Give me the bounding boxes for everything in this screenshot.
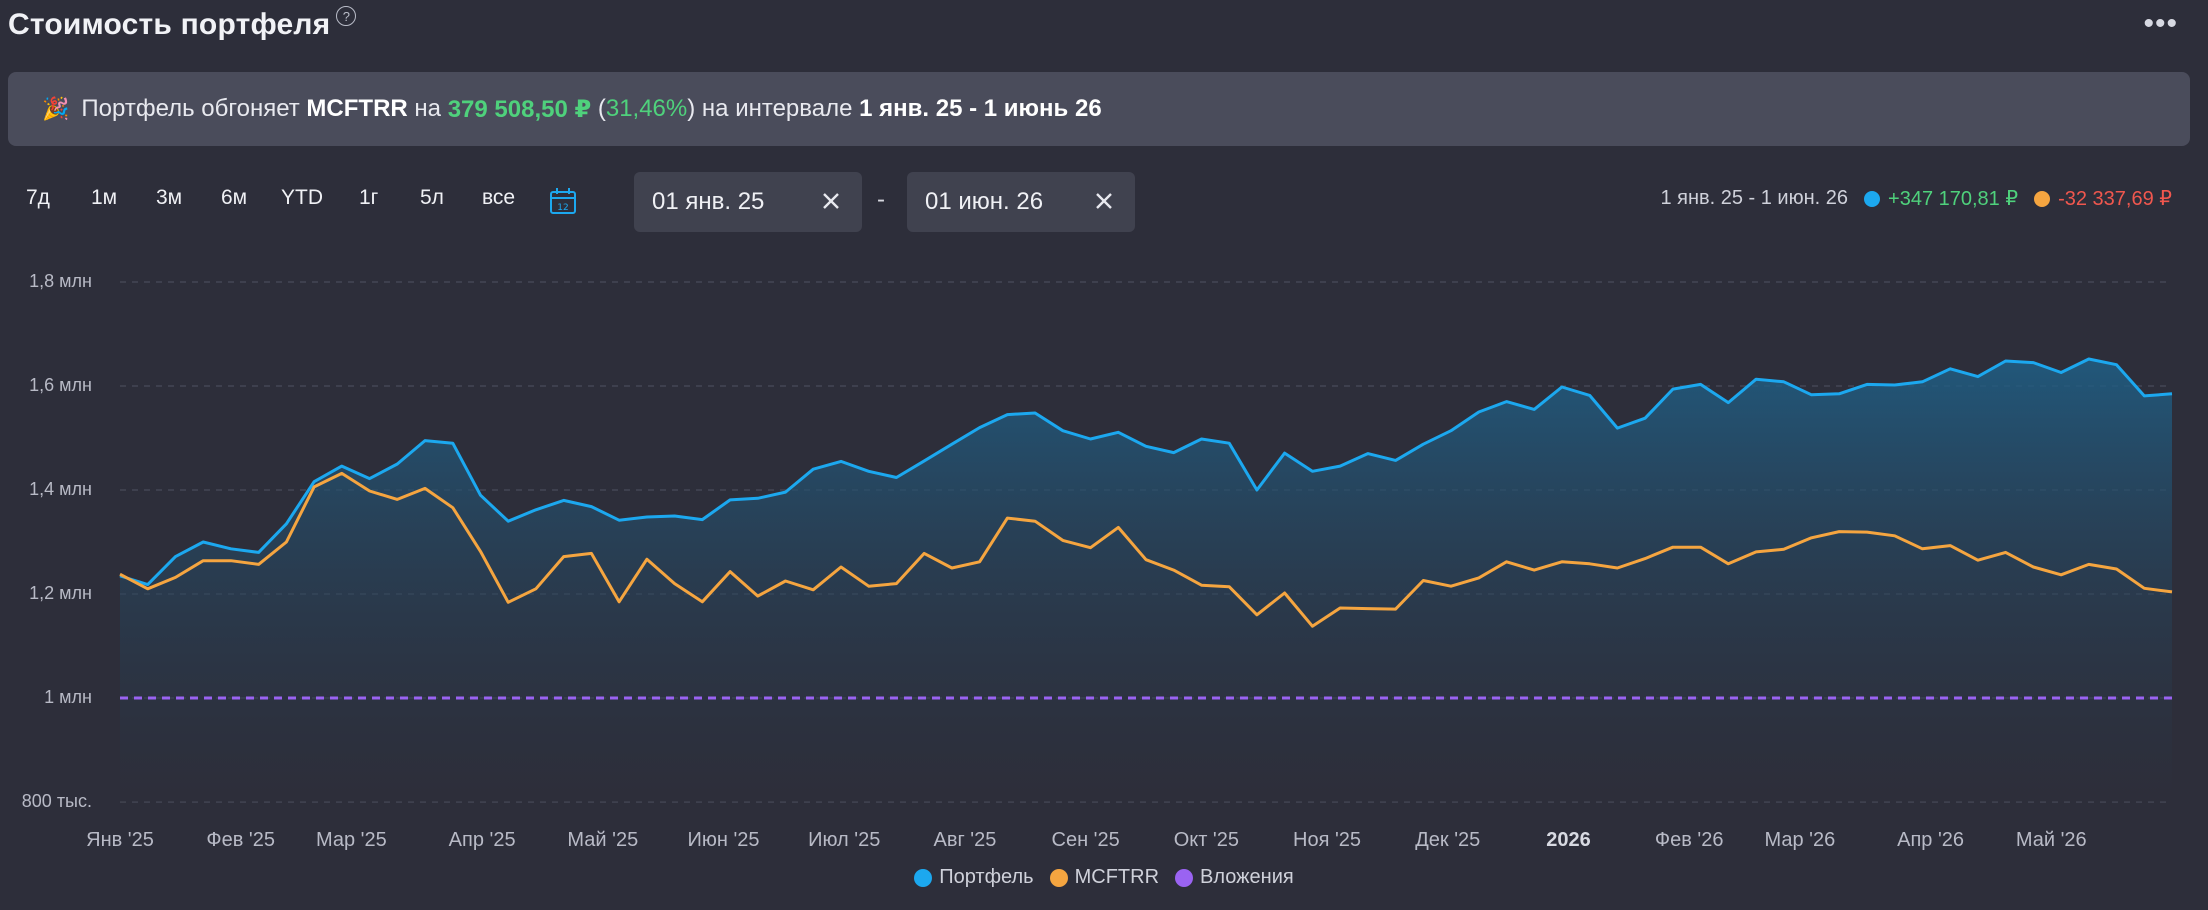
range-5y-button[interactable]: 5л [420, 186, 444, 209]
x-tick-label: Май '25 [567, 829, 638, 851]
banner-text-on: на [414, 95, 442, 122]
range-1m-button[interactable]: 1м [91, 186, 118, 209]
x-tick-label: Фев '26 [1655, 829, 1724, 851]
period-summary: 1 янв. 25 - 1 июн. 26 +347 170,81 ₽ -32 … [1660, 186, 2172, 211]
legend-contributions-dot-icon [1175, 868, 1194, 887]
y-tick-label: 1,8 млн [29, 271, 92, 291]
range-1y-button[interactable]: 1г [359, 186, 379, 209]
legend-benchmark-dot-icon [1049, 868, 1068, 887]
legend-benchmark-label: MCFTRR [1074, 866, 1160, 888]
x-tick-label: 2026 [1546, 829, 1591, 851]
x-tick-label: Мар '26 [1764, 829, 1835, 851]
x-tick-label: Май '26 [2016, 829, 2087, 851]
summary-period: 1 янв. 25 - 1 июн. 26 [1660, 187, 1849, 209]
x-tick-label: Янв '25 [86, 829, 154, 851]
x-tick-label: Мар '25 [316, 829, 387, 851]
page-title: Стоимость портфеля [8, 8, 331, 41]
range-all-button[interactable]: все [482, 186, 516, 209]
clear-date-from-icon[interactable] [816, 186, 846, 216]
y-tick-label: 1,6 млн [29, 375, 92, 395]
date-to-field[interactable]: 01 июн. 26 [907, 172, 1135, 232]
benchmark-line [119, 471, 2173, 628]
banner-text-interval: на интервале [701, 95, 853, 122]
clear-date-to-icon[interactable] [1089, 186, 1119, 216]
calendar-icon[interactable]: 12 [548, 186, 578, 216]
portfolio-dot-icon [1864, 190, 1881, 207]
legend-portfolio-label: Портфель [939, 866, 1034, 888]
banner-paren-close: ) [687, 95, 696, 122]
help-icon[interactable]: ? [336, 6, 357, 26]
banner-benchmark: MCFTRR [306, 95, 408, 122]
svg-text:12: 12 [557, 203, 568, 213]
summary-portfolio-change: +347 170,81 ₽ [1888, 188, 2019, 210]
range-controls: 7д 1м 3м 6м YTD 1г 5л все 12 01 янв. 25 … [0, 172, 2208, 232]
x-tick-label: Окт '25 [1174, 829, 1239, 851]
portfolio-line [119, 357, 2173, 587]
range-6m-button[interactable]: 6м [221, 186, 248, 209]
date-from-value: 01 янв. 25 [652, 188, 765, 215]
date-to-value: 01 июн. 26 [925, 188, 1044, 215]
x-tick-label: Апр '26 [1897, 829, 1964, 851]
range-7d-button[interactable]: 7д [26, 186, 50, 209]
range-3m-button[interactable]: 3м [156, 186, 183, 209]
chart-legend: Портфель MCFTRR Вложения [0, 866, 2208, 889]
benchmark-dot-icon [2034, 190, 2051, 207]
portfolio-area [120, 359, 2172, 802]
legend-contributions[interactable]: Вложения [1175, 866, 1294, 889]
x-tick-label: Фев '25 [206, 829, 275, 851]
x-tick-label: Июл '25 [808, 829, 880, 851]
legend-contributions-label: Вложения [1200, 866, 1294, 888]
title-row: Стоимость портфеля ? [8, 4, 357, 46]
legend-portfolio[interactable]: Портфель [914, 866, 1034, 889]
banner-text-prefix: Портфель обгоняет [81, 95, 300, 122]
party-icon: 🎉 [42, 96, 70, 121]
x-tick-label: Апр '25 [449, 829, 516, 851]
more-options-icon[interactable]: ••• [2143, 7, 2178, 40]
y-tick-label: 1,4 млн [29, 479, 92, 499]
date-from-field[interactable]: 01 янв. 25 [634, 172, 862, 232]
legend-portfolio-dot-icon [914, 868, 933, 887]
y-tick-label: 1,2 млн [29, 583, 92, 603]
portfolio-chart[interactable]: 1,8 млн 1,6 млн 1,4 млн 1,2 млн 1 млн 800 тыс… [0, 255, 2208, 855]
y-tick-label: 800 тыс. [22, 791, 92, 811]
legend-benchmark[interactable]: MCFTRR [1049, 866, 1160, 889]
range-ytd-button[interactable]: YTD [281, 186, 323, 209]
x-tick-label: Ноя '25 [1293, 829, 1361, 851]
x-tick-label: Июн '25 [688, 829, 760, 851]
date-separator: - [877, 186, 885, 213]
banner-paren-open: ( [597, 95, 606, 122]
banner-from: 1 янв. 25 [859, 95, 963, 122]
banner-amount: 379 508,50 ₽ [447, 95, 592, 123]
banner-sep: - [969, 95, 978, 122]
x-tick-label: Дек '25 [1415, 829, 1480, 851]
summary-benchmark-change: -32 337,69 ₽ [2058, 188, 2172, 210]
banner-to: 1 июнь 26 [983, 95, 1102, 122]
y-tick-label: 1 млн [44, 687, 92, 707]
x-tick-label: Сен '25 [1052, 829, 1120, 851]
comparison-banner: 🎉 Портфель обгоняет MCFTRR на 379 508,50… [8, 72, 2190, 146]
banner-percent: 31,46% [605, 95, 688, 122]
x-tick-label: Авг '25 [933, 829, 996, 851]
